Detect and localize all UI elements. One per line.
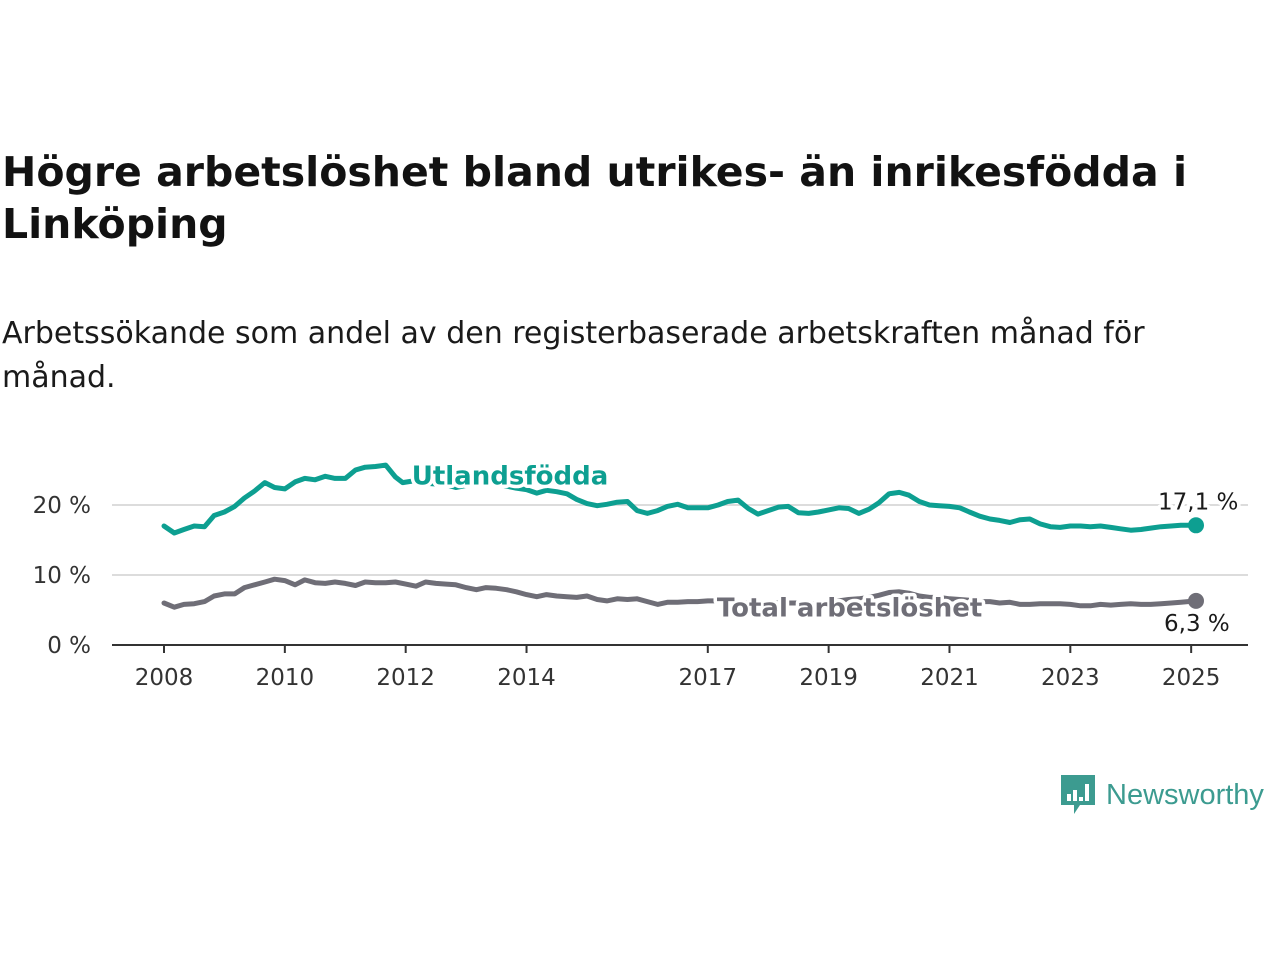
brand-name: Newsworthy bbox=[1106, 778, 1264, 811]
y-tick-label: 20 % bbox=[33, 493, 91, 519]
line-chart: 0 % 10 % 20 % 2008 2010 2012 2014 2017 2019 2021… bbox=[33, 458, 1248, 691]
y-tick-label: 0 % bbox=[47, 633, 91, 659]
end-label-total: 6,3 % bbox=[1164, 611, 1230, 637]
chart-title: Högre arbetslöshet bland utrikes- än inr… bbox=[2, 148, 1187, 248]
x-tick-label: 2017 bbox=[679, 665, 738, 691]
x-tick-label: 2010 bbox=[256, 665, 315, 691]
y-axis: 0 % 10 % 20 % bbox=[33, 493, 91, 659]
end-label-utlandsfodda: 17,1 % bbox=[1158, 489, 1238, 515]
x-tick-label: 2025 bbox=[1162, 665, 1221, 691]
series-labels: Utlandsfödda Total arbetslöshet 17,1 % 6,3 … bbox=[408, 458, 1242, 641]
x-tick-label: 2023 bbox=[1041, 665, 1100, 691]
x-tick-label: 2021 bbox=[920, 665, 979, 691]
x-tick-label: 2008 bbox=[135, 665, 194, 691]
gridlines bbox=[112, 504, 1248, 576]
x-axis: 2008 2010 2012 2014 2017 2019 2021 2023 2025 bbox=[112, 644, 1248, 691]
chart-subtitle: Arbetssökande som andel av den registerb… bbox=[2, 316, 1145, 395]
endpoint-dot bbox=[1188, 517, 1204, 534]
newsworthy-logo-icon bbox=[1061, 775, 1095, 814]
x-tick-label: 2014 bbox=[497, 665, 556, 691]
brand-logo: Newsworthy bbox=[1058, 772, 1264, 818]
series-label-total: Total arbetslöshet bbox=[717, 594, 982, 624]
y-tick-label: 10 % bbox=[33, 563, 91, 589]
x-tick-label: 2012 bbox=[376, 665, 435, 691]
endpoint-dot bbox=[1188, 592, 1204, 609]
series-label-utlandsfodda: Utlandsfödda bbox=[412, 461, 609, 491]
series-line-utlandsfodda bbox=[161, 462, 1199, 536]
x-tick-label: 2019 bbox=[799, 665, 858, 691]
series-lines bbox=[161, 462, 1204, 610]
series-line-total bbox=[161, 576, 1199, 610]
